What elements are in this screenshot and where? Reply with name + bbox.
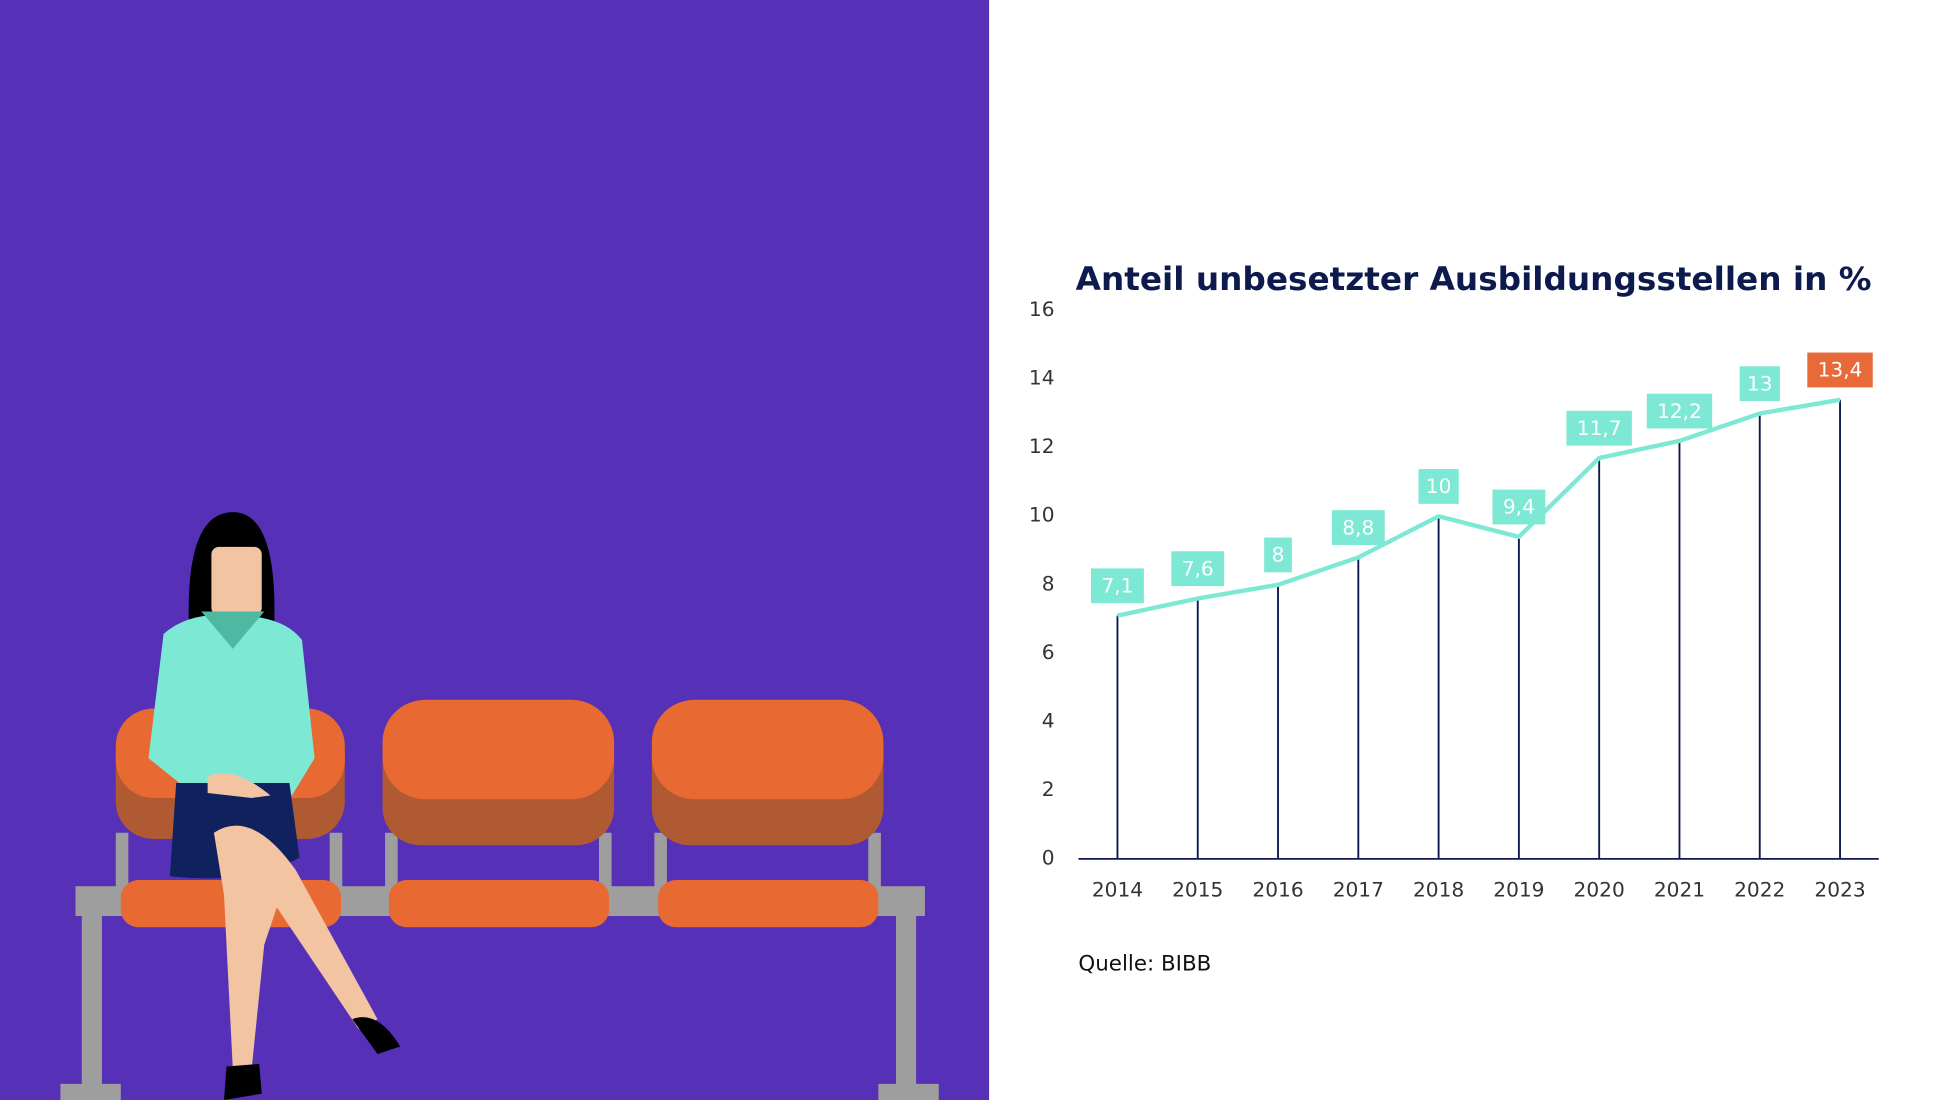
value-label-box [1492,489,1546,525]
value-label: 9,4 [1503,495,1535,519]
y-tick-label: 10 [1029,503,1055,527]
x-tick-label: 2020 [1574,878,1625,902]
value-label-box [1646,393,1713,429]
value-label: 8,8 [1342,515,1374,539]
value-label-box [1566,410,1632,446]
x-tick-label: 2017 [1333,878,1384,902]
value-label-box [1739,366,1780,402]
value-label: 10 [1426,474,1452,498]
x-tick-label: 2015 [1172,878,1223,902]
x-tick-label: 2021 [1654,878,1705,902]
y-tick-label: 12 [1029,434,1055,458]
value-label: 7,1 [1101,574,1133,598]
value-label: 12,2 [1657,399,1702,423]
value-label-box [1171,551,1225,587]
value-label-box [1264,537,1292,573]
source: Quelle: BIBB [1078,952,1211,977]
y-tick-label: 14 [1029,366,1055,390]
value-label: 8 [1272,543,1285,567]
y-tick-label: 0 [1042,845,1055,869]
value-label: 7,6 [1182,557,1214,581]
value-label-box [1331,510,1385,545]
value-label: 13,4 [1818,358,1863,382]
value-label-box [1418,469,1459,504]
value-label: 13 [1747,372,1773,396]
y-tick-label: 2 [1042,777,1055,801]
x-tick-label: 2019 [1493,878,1544,902]
chart-title: Anteil unbesetzter Ausbildungsstellen in… [1076,260,1872,298]
value-label: 11,7 [1577,416,1622,440]
x-tick-label: 2018 [1413,878,1464,902]
value-label-box [1807,352,1873,388]
value-label-box [1091,568,1144,604]
y-tick-label: 6 [1042,640,1055,664]
illustration-background [0,0,990,1100]
x-tick-label: 2016 [1252,878,1303,902]
y-tick-label: 8 [1042,571,1055,595]
x-tick-label: 2014 [1092,878,1143,902]
illustration [60,512,939,1100]
x-tick-label: 2022 [1734,878,1785,902]
x-tick-label: 2023 [1814,878,1865,902]
y-tick-label: 16 [1029,297,1055,321]
line [1116,397,1841,618]
y-tick-label: 4 [1042,708,1055,732]
